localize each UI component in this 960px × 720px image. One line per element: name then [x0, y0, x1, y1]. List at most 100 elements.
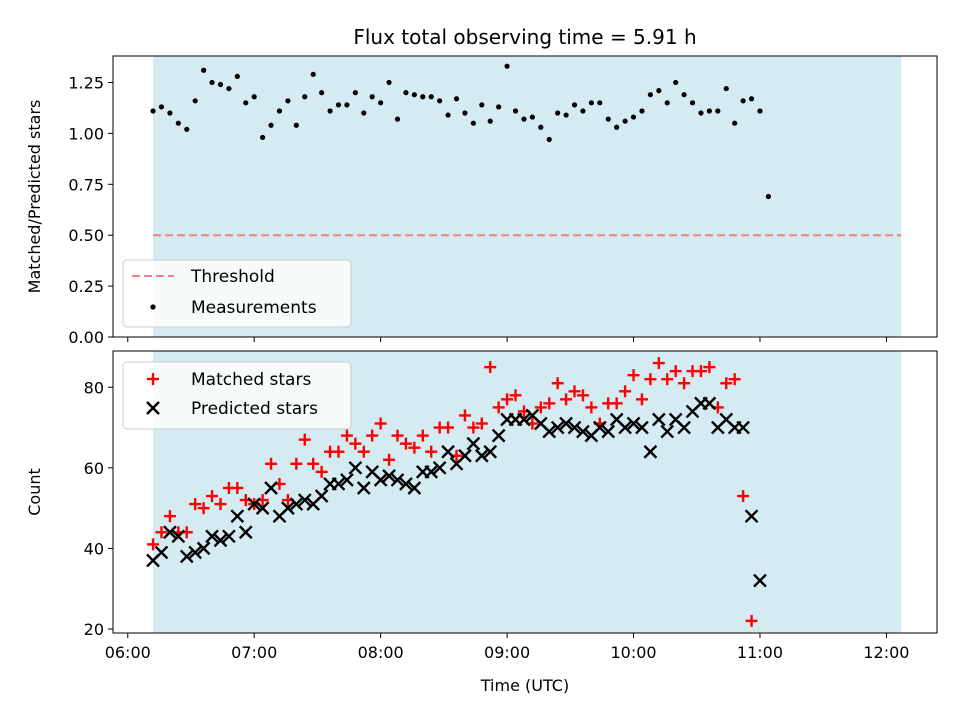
matched-star-point	[265, 457, 278, 470]
legend: Threshold Measurements	[122, 259, 352, 328]
measurement-point	[681, 92, 687, 98]
measurement-point	[732, 120, 738, 126]
measurement-point	[403, 90, 409, 96]
measurement-point	[479, 102, 485, 108]
measurement-point	[470, 120, 476, 126]
predicted-star-point	[542, 424, 557, 439]
matched-star-point	[728, 373, 741, 386]
matched-star-point	[703, 361, 716, 374]
predicted-star-point	[163, 525, 177, 540]
measurement-point	[538, 124, 544, 130]
y-axis-ticks: 20 40 60 80	[84, 378, 113, 639]
measurement-point	[428, 94, 434, 100]
legend-matched-swatch	[147, 373, 159, 385]
legend-threshold-label: Threshold	[190, 267, 275, 287]
measurement-point	[335, 102, 342, 108]
measurement-point	[369, 94, 375, 100]
matched-star-point	[534, 401, 547, 414]
measurement-point	[563, 112, 569, 118]
measurement-point	[698, 110, 704, 116]
predicted-star-point	[559, 416, 573, 431]
measurement-point	[639, 108, 645, 114]
predicted-star-point	[550, 420, 565, 435]
matched-star-point	[147, 538, 160, 551]
predicted-star-point	[238, 525, 253, 540]
matched-star-point	[357, 445, 370, 458]
predicted-stars-points	[146, 396, 767, 588]
predicted-star-point	[373, 473, 388, 487]
predicted-star-point	[635, 420, 649, 435]
measurement-point	[630, 114, 637, 120]
measurement-point	[192, 98, 198, 104]
matched-star-point	[425, 445, 438, 458]
matched-star-point	[332, 445, 345, 458]
legend-predicted-label: Predicted stars	[191, 399, 318, 419]
measurement-points	[150, 63, 772, 200]
predicted-star-point	[491, 428, 506, 443]
x-axis-ticks: 06:00 07:00 08:00 09:00 10:00 11:00 12:00	[105, 633, 909, 662]
y-tick-label: 80	[84, 378, 104, 397]
predicted-star-point	[390, 473, 405, 487]
y-axis-label: Count	[25, 468, 44, 516]
measurement-point	[361, 110, 367, 116]
measurement-point	[555, 110, 561, 116]
x-tick-label: 12:00	[863, 643, 909, 662]
matched-star-point	[189, 498, 202, 511]
measurement-point	[386, 79, 392, 86]
y-tick-label: 0.50	[68, 226, 104, 245]
measurement-point	[268, 122, 274, 128]
measurement-point	[327, 108, 333, 114]
measurement-point	[310, 71, 316, 77]
measurement-point	[580, 108, 586, 114]
matched-star-point	[652, 357, 665, 370]
matched-star-point	[661, 373, 674, 386]
ratio-panel: 0.00 0.25 0.50 0.75 1.00 1.25 Matched/Predict…	[25, 55, 938, 347]
predicted-star-point	[441, 444, 455, 459]
measurement-point	[234, 73, 240, 79]
predicted-star-point	[348, 460, 363, 475]
measurement-point	[571, 102, 578, 108]
x-tick-label: 11:00	[737, 643, 783, 662]
predicted-star-point	[626, 416, 641, 431]
matched-star-point	[543, 397, 556, 410]
predicted-star-point	[651, 412, 666, 427]
predicted-star-point	[356, 481, 371, 495]
measurement-point	[740, 98, 746, 104]
matched-star-point	[416, 429, 429, 442]
measurement-point	[765, 193, 772, 200]
predicted-star-point	[618, 420, 632, 435]
predicted-star-point	[154, 545, 169, 560]
matched-star-point	[408, 441, 421, 454]
measurement-point	[217, 81, 224, 88]
matched-star-point	[399, 437, 412, 450]
measurement-point	[757, 108, 763, 114]
matched-star-point	[678, 377, 691, 390]
matched-star-point	[669, 365, 682, 378]
legend: Matched stars Predicted stars	[122, 361, 352, 430]
measurement-point	[689, 100, 696, 106]
measurement-point	[276, 108, 283, 114]
matched-star-point	[492, 401, 505, 414]
matched-star-point	[627, 369, 640, 382]
matched-star-point	[374, 417, 387, 430]
measurement-point	[352, 90, 358, 96]
predicted-star-point	[331, 477, 346, 491]
measurement-point	[437, 98, 443, 104]
measurement-point	[453, 96, 460, 102]
legend-measurements-label: Measurements	[191, 298, 317, 318]
measurement-point	[647, 92, 653, 98]
legend-measurements-swatch	[150, 304, 156, 310]
measurement-point	[614, 124, 620, 130]
legend-predicted-swatch	[146, 401, 160, 415]
matched-star-point	[383, 453, 396, 466]
matched-star-point	[298, 433, 311, 446]
measurement-point	[462, 110, 468, 116]
matched-star-point	[694, 365, 707, 378]
count-panel: 20 40 60 80 06:00 07:00 08:00 09:00 10:00 11:00 1…	[25, 350, 938, 695]
plot-frame	[112, 55, 938, 338]
measurement-point	[150, 108, 156, 114]
measurement-point	[664, 100, 670, 106]
x-tick-label: 07:00	[231, 643, 277, 662]
x-axis-ticks	[127, 337, 887, 342]
